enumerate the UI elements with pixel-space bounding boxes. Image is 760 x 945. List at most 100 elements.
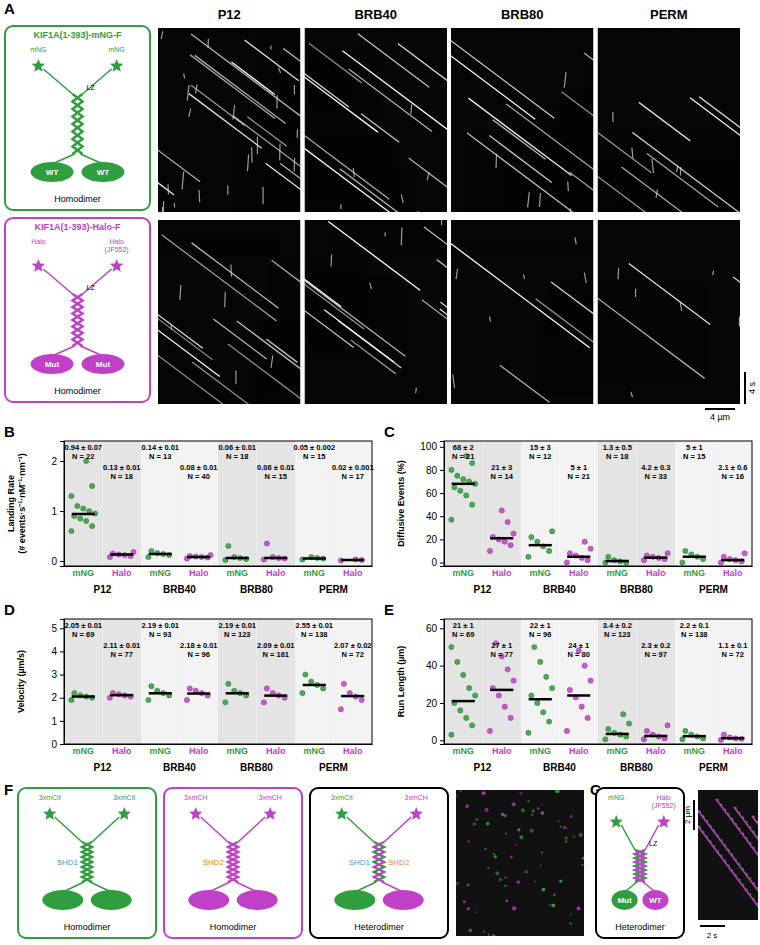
data-point [264, 541, 269, 546]
tick-label: Halo [646, 746, 666, 756]
tick-label: mNG [529, 746, 551, 756]
tick: Halo [189, 744, 209, 756]
n-label: N = 123 [604, 630, 630, 639]
kymograph-speck [330, 255, 332, 267]
tick: mNG [683, 566, 705, 578]
micrograph-speck [559, 879, 562, 882]
micrograph-speck [577, 906, 581, 910]
mean-line [567, 555, 590, 558]
data-point [309, 679, 314, 684]
tick: mNG [226, 566, 248, 578]
kymograph-streak [736, 807, 759, 920]
mean-line [187, 692, 210, 695]
kymograph-speck [207, 39, 208, 48]
kymograph-streak [440, 302, 447, 382]
tick: 2 [51, 456, 64, 467]
tick: Halo [266, 744, 286, 756]
data-point [588, 546, 593, 551]
data-point [461, 672, 466, 677]
x-axis: mNGHalomNGHalomNGHalomNGHalo [65, 744, 373, 756]
micrograph-speck [581, 864, 583, 866]
tick-label: 60 [426, 623, 438, 634]
panel-g: GmNGHalo(JF552)LZMutWTHeterodimer2 µm2 s [590, 781, 760, 940]
data-point [549, 529, 554, 534]
tick-label: Halo [646, 568, 666, 578]
group-background [141, 619, 180, 744]
kymograph-streak [437, 260, 447, 358]
micrograph-speck [473, 822, 476, 825]
tick-label: 80 [426, 465, 438, 476]
group-background [637, 619, 676, 744]
kymograph-streak [733, 277, 740, 336]
group-label: P12 [474, 584, 492, 595]
micrograph-speck [579, 833, 583, 837]
n-label: N = 17 [342, 472, 364, 481]
data-point [626, 721, 631, 726]
group-label: PERM [699, 584, 728, 595]
kymograph-streak [158, 326, 220, 376]
mean-line [226, 557, 249, 560]
data-label: 68 ± 2 [453, 443, 474, 452]
tick-label: 1 [51, 716, 57, 727]
kymograph [451, 220, 594, 404]
data-point [683, 728, 688, 733]
mean-line [683, 555, 706, 558]
n-label: N = 13 [149, 452, 171, 461]
tick-label: Halo [492, 746, 512, 756]
tick-label: Halo [189, 568, 209, 578]
data-point [72, 690, 77, 695]
n-label: N = 69 [452, 630, 474, 639]
data-point [603, 737, 608, 742]
data-point [455, 659, 460, 664]
kymograph-speck [189, 109, 191, 117]
n-label: N = 15 [683, 452, 705, 461]
n-label: N = 15 [265, 472, 287, 481]
tick-label: mNG [149, 746, 171, 756]
n-label: N = 12 [529, 452, 551, 461]
data-point [665, 551, 670, 556]
dimer-label: Homodimer [54, 194, 101, 204]
kymograph-streak [305, 259, 365, 329]
tick-mark [440, 740, 444, 741]
micrograph-speck [467, 907, 470, 910]
data-point [184, 697, 189, 702]
kymograph-streak [189, 94, 262, 149]
group-background [714, 441, 753, 566]
data-point [341, 681, 346, 686]
x-axis: mNGHalomNGHalomNGHalomNGHalo [445, 566, 753, 578]
n-label: N = 123 [224, 630, 250, 639]
tick: mNG [452, 744, 474, 756]
data-point [84, 518, 89, 523]
data-point [81, 506, 86, 511]
kymograph-speck [233, 105, 235, 119]
micrograph-speck [542, 888, 546, 892]
domain: SHD2 [203, 858, 225, 867]
micrograph-speck [517, 828, 520, 831]
panel-label: B [4, 423, 15, 440]
tick-mark [60, 744, 64, 745]
kymograph [305, 28, 448, 212]
group-background [64, 441, 103, 566]
kymograph-streak [632, 132, 740, 212]
micrograph-speck [483, 931, 485, 933]
group-background [103, 441, 142, 566]
group-label: BRB40 [163, 762, 196, 773]
plot-area [69, 458, 364, 563]
micrograph-speck [573, 836, 576, 839]
tag: mNG [608, 794, 624, 801]
data-point [464, 493, 469, 498]
motor-head [642, 890, 668, 910]
mean-line [721, 559, 744, 562]
axis-line [445, 566, 753, 567]
data-point [742, 551, 747, 556]
data-point [467, 685, 472, 690]
fluorophore [410, 807, 423, 820]
kymograph-speck [174, 203, 175, 208]
tag: mNG [108, 46, 124, 53]
schematic-box [5, 218, 150, 402]
motor-head [31, 354, 74, 374]
tick-label: 0 [51, 739, 57, 750]
tick: mNG [606, 566, 628, 578]
kymograph-speck [196, 85, 197, 94]
panel-label: E [384, 601, 394, 618]
